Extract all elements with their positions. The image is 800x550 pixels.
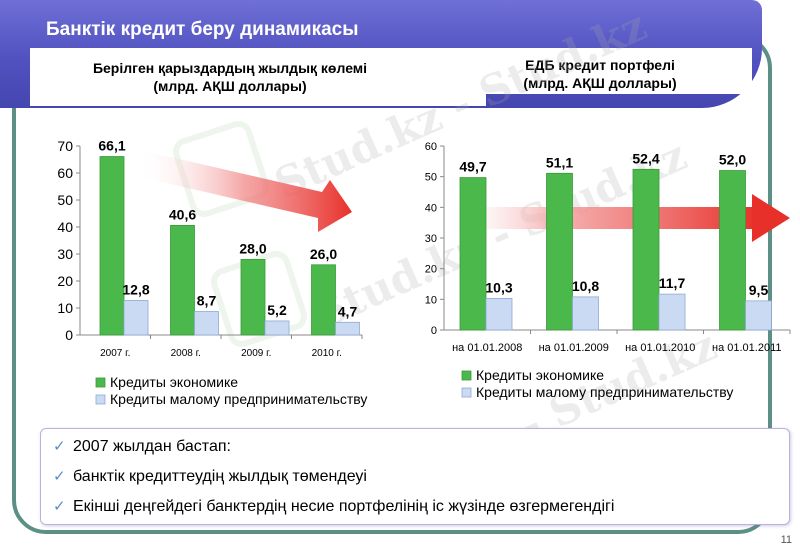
legend-entry: Кредиты экономике (476, 367, 604, 383)
data-label: 52,0 (719, 152, 746, 168)
data-label: 5,2 (267, 302, 287, 318)
bar-credits-small-business (335, 321, 360, 336)
bullet-list: ✓ 2007 жылдан бастап: ✓ банктік кредиттеуд… (40, 428, 790, 525)
y-tick-label: 30 (57, 246, 73, 262)
checkmark-icon: ✓ (53, 498, 66, 515)
checkmark-icon: ✓ (53, 468, 66, 485)
data-label: 8,7 (197, 293, 217, 309)
bar-credits-small-business (745, 300, 772, 331)
checkmark-icon: ✓ (53, 438, 66, 455)
bar-credits-small-business (264, 320, 290, 336)
data-label: 9,5 (749, 282, 769, 298)
legend-entry: Кредиты малому предпринимательству (110, 391, 367, 407)
data-label: 40,6 (169, 206, 196, 222)
left-chart-subtitle-line1: Берілген қарыздардың жылдық көлемі (92, 60, 368, 76)
y-tick-label: 50 (57, 192, 73, 208)
x-tick-label: на 01.01.2011 (712, 342, 782, 354)
x-tick-label: 2008 г. (171, 348, 201, 359)
data-label: 49,7 (459, 159, 486, 175)
y-tick-label: 30 (425, 233, 437, 245)
bullet-text-1: 2007 жылдан бастап: (73, 438, 231, 455)
bullet-item-1: ✓ 2007 жылдан бастап: (53, 437, 231, 456)
y-tick-label: 10 (425, 294, 437, 306)
legend-entry: Кредиты малому предпринимательству (476, 384, 733, 400)
x-tick-label: 2010 г. (312, 348, 342, 359)
x-tick-label: на 01.01.2010 (625, 342, 695, 354)
legend-swatch (461, 370, 472, 381)
y-tick-label: 50 (425, 172, 437, 184)
bar-credits-economy (99, 156, 125, 336)
bullet-item-3: ✓ Екінші деңгейдегі банктердің несие порт… (53, 497, 614, 516)
data-label: 28,0 (239, 240, 266, 256)
y-tick-label: 10 (57, 300, 73, 316)
slide-title: Банктік кредит беру динамикасы (46, 19, 359, 40)
right-subtitle-panel (470, 48, 752, 94)
y-tick-label: 60 (425, 141, 437, 153)
x-tick-label: 2007 г. (100, 348, 130, 359)
bar-credits-small-business (485, 298, 513, 331)
data-label: 10,3 (485, 279, 512, 295)
y-tick-label: 20 (425, 264, 437, 276)
legend-swatch (461, 387, 472, 398)
bar-credits-economy (546, 172, 573, 331)
x-tick-label: 2009 г. (241, 348, 271, 359)
x-tick-label: на 01.01.2009 (539, 342, 609, 354)
left-bar-chart: 0 10 20 30 40 50 60 70 2007 г. 66,1 12,8 2008 г. 40,… (57, 138, 367, 407)
y-tick-label: 70 (57, 138, 73, 154)
legend-entry: Кредиты экономике (110, 374, 238, 390)
page-number: 11 (780, 534, 792, 546)
bar-credits-economy (459, 177, 487, 331)
y-tick-label: 40 (57, 219, 73, 235)
data-label: 66,1 (98, 138, 125, 154)
right-chart-subtitle-line1: ЕДБ кредит портфелі (525, 57, 675, 73)
trend-arrow-left (136, 150, 352, 232)
bullet-item-2: ✓ банктік кредиттеудің жылдық төмендеуі (53, 467, 367, 486)
y-tick-label: 0 (65, 327, 73, 343)
data-label: 10,8 (572, 278, 599, 294)
y-tick-label: 0 (431, 325, 437, 337)
bar-credits-small-business (572, 296, 599, 331)
bullet-text-2: банктік кредиттеудің жылдық төмендеуі (73, 468, 367, 485)
y-tick-label: 60 (57, 165, 73, 181)
bar-credits-economy (311, 264, 336, 336)
data-label: 4,7 (338, 303, 358, 319)
trend-arrow-right (445, 194, 790, 242)
right-bar-chart: 0 10 20 30 40 50 60 на 01.01.2008 49,7 10,3 на 01.… (425, 141, 791, 400)
data-label: 51,1 (546, 154, 573, 170)
y-tick-label: 20 (57, 273, 73, 289)
legend-swatch (95, 394, 106, 405)
data-label: 26,0 (310, 246, 337, 262)
bar-credits-small-business (658, 293, 686, 331)
legend-swatch (95, 377, 106, 388)
left-subtitle-panel (30, 48, 486, 106)
y-tick-label: 40 (425, 202, 437, 214)
data-label: 52,4 (632, 150, 659, 166)
bar-credits-economy (240, 258, 266, 336)
bar-credits-economy (632, 168, 660, 331)
data-label: 11,7 (659, 275, 686, 291)
right-chart-subtitle: ЕДБ кредит портфелі (млрд. АҚШ доллары) (500, 56, 700, 92)
bar-credits-economy (170, 224, 195, 336)
right-chart-subtitle-line2: (млрд. АҚШ доллары) (523, 75, 677, 91)
bar-credits-small-business (123, 300, 149, 336)
data-label: 12,8 (122, 281, 149, 297)
bar-credits-economy (719, 170, 746, 331)
left-chart-subtitle-line2: (млрд. АҚШ доллары) (153, 78, 307, 94)
bar-credits-small-business (194, 311, 219, 336)
bullet-text-3: Екінші деңгейдегі банктердің несие портф… (73, 498, 615, 515)
left-chart-subtitle: Берілген қарыздардың жылдық көлемі (млрд… (60, 59, 400, 95)
x-tick-label: на 01.01.2008 (452, 342, 522, 354)
charts-canvas: 0 10 20 30 40 50 60 70 2007 г. 66,1 12,8 2008 г. 40,… (57, 138, 791, 407)
